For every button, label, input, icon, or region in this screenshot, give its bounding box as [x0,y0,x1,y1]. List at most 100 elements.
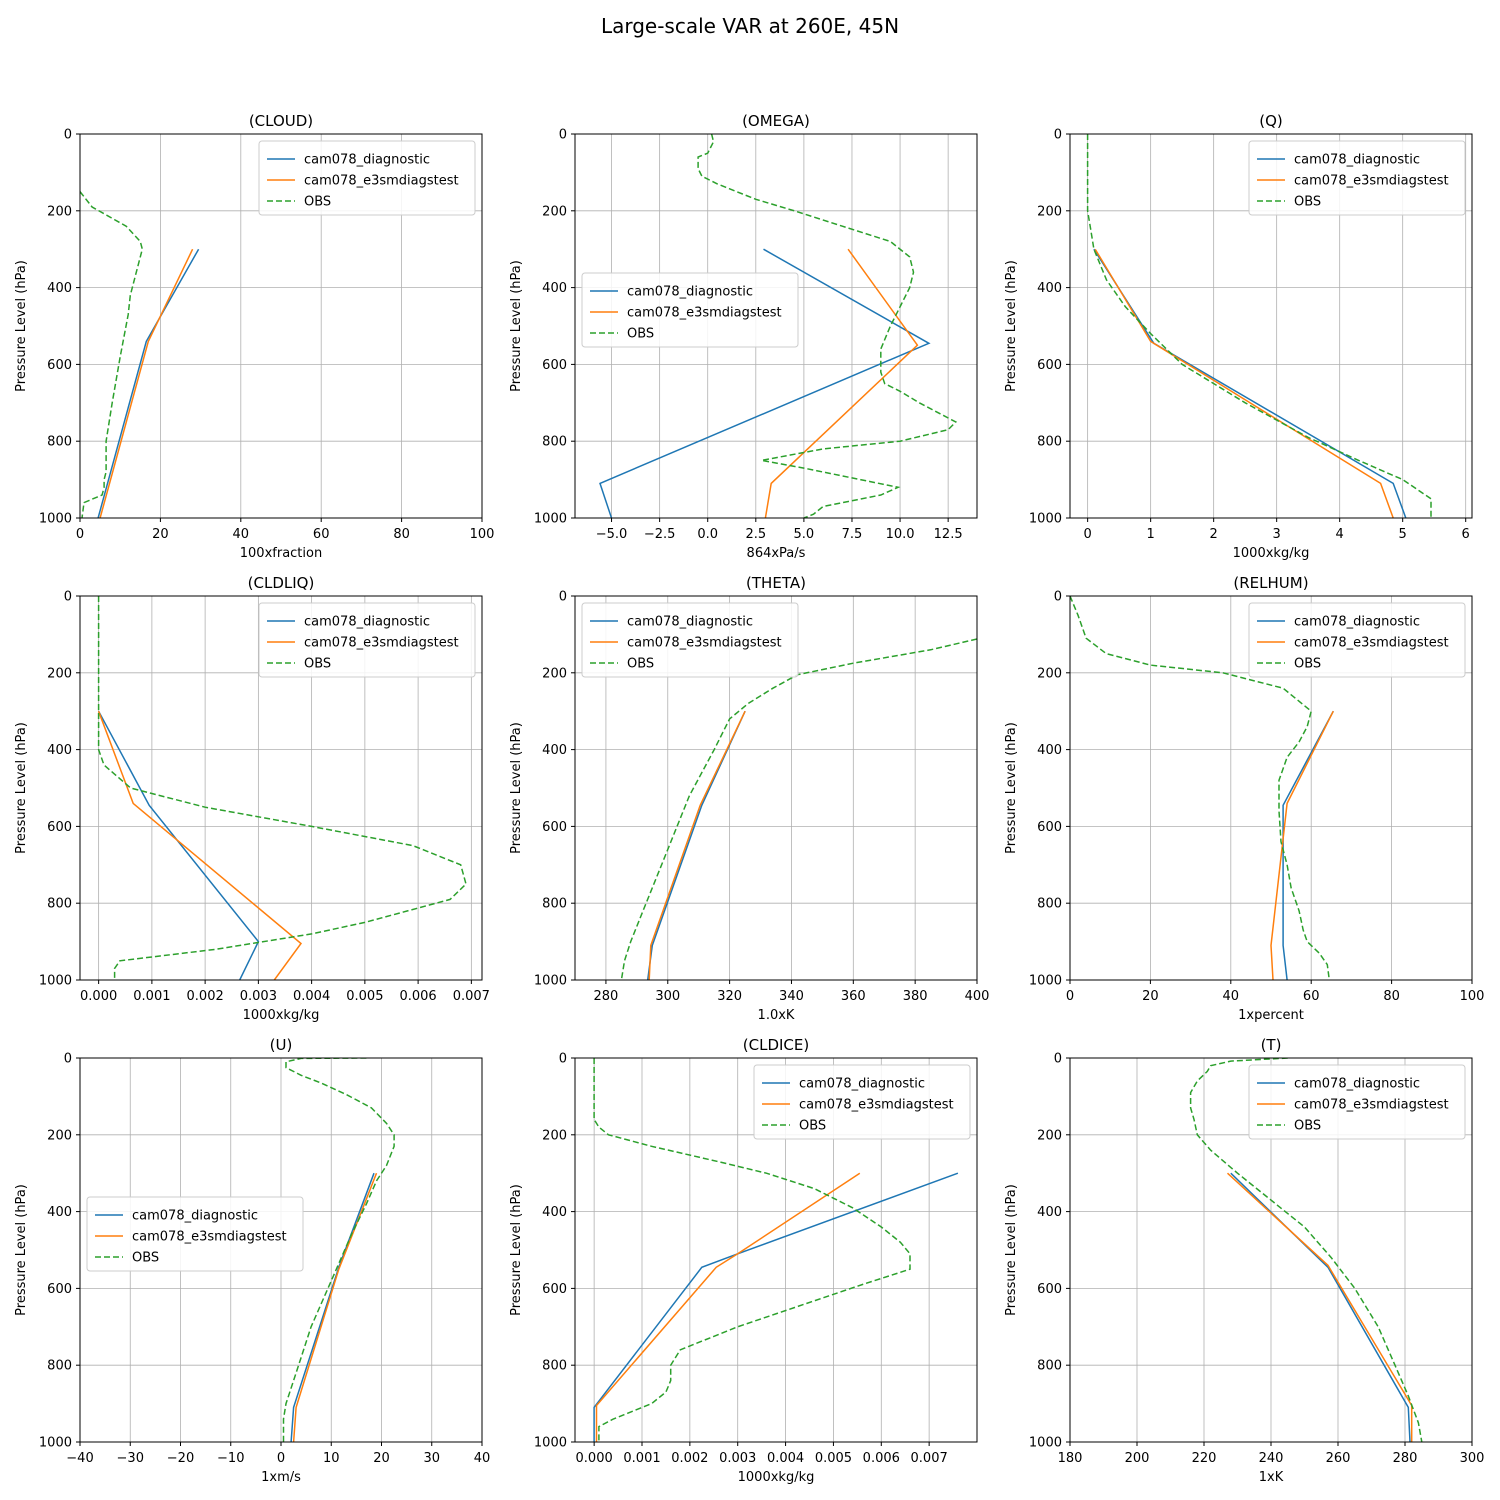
axes-frame [79,595,483,981]
y-tick-label: 400 [542,1205,567,1220]
legend-label: cam078_diagnostic [627,285,753,300]
y-tick-label: 200 [47,1128,72,1143]
panel-cldice: 0.000 0.001 0.002 0.003 0.004 0.005 0.006 0.007… [509,1036,978,1485]
y-tick-label: 800 [542,1359,567,1374]
y-tick-label: 0 [559,1052,567,1067]
x-tick-label: 12.5 [934,527,963,542]
panel-title: (U) [270,1036,293,1054]
series-line-cam078_e3smdiagstest [97,710,303,980]
panel-q: 0 1 2 3 4 5 6 0 200 400 600 800 1000 (Q) 1000xkg/kg Pre… [1004,112,1473,561]
series-line-cam078_diagnostic [1093,248,1407,518]
x-axis-label: 1xm/s [261,1470,301,1485]
x-tick-label: 380 [903,989,928,1004]
x-tick-label: 100 [1460,989,1485,1004]
legend-label: OBS [627,657,654,672]
y-tick-label: 0 [559,590,567,605]
legend-label: cam078_e3smdiagstest [1294,636,1449,651]
x-tick-label: 5 [1399,527,1407,542]
x-tick-label: 0.000 [576,1451,613,1466]
x-tick-label: 0.003 [719,1451,756,1466]
x-tick-label: −40 [66,1451,93,1466]
axes-frame [1069,133,1473,519]
y-tick-label: 1000 [1029,1436,1062,1451]
x-tick-label: 80 [1383,989,1400,1004]
series-line-obs [1086,134,1432,518]
legend-label: cam078_e3smdiagstest [1294,174,1449,189]
x-tick-label: 60 [313,527,330,542]
x-tick-label: 0.000 [80,989,117,1004]
y-tick-label: 400 [47,743,72,758]
legend-box [1248,602,1466,678]
panel-title: (THETA) [746,574,806,592]
legend: cam078_diagnostic cam078_e3smdiagstest OBS [1248,602,1466,678]
y-axis-label: Pressure Level (hPa) [1004,722,1019,854]
x-tick-label: 260 [1326,1451,1351,1466]
axes-frame [1069,595,1473,981]
x-tick-label: 1 [1147,527,1155,542]
panel-theta: 280 300 320 340 360 380 400 0 200 400 600 800 1000 (T… [509,574,989,1023]
y-axis-label: Pressure Level (hPa) [14,722,29,854]
x-tick-label: 200 [1125,1451,1150,1466]
series-line-cam078_e3smdiagstest [595,1172,861,1442]
panel-omega: −5.0 −2.5 0.0 2.5 5.0 7.5 10.0 12.5 0 200 400 600 80… [509,112,978,561]
y-axis-label: Pressure Level (hPa) [509,260,524,392]
x-tick-label: 0.007 [453,989,490,1004]
axes-frame [574,595,978,981]
legend-label: cam078_diagnostic [304,615,430,630]
x-tick-label: 180 [1058,1451,1083,1466]
x-tick-label: 0.002 [187,989,224,1004]
x-axis-label: 1000xkg/kg [1233,546,1310,561]
legend-label: OBS [799,1119,826,1134]
x-tick-label: 300 [1460,1451,1485,1466]
legend-label: cam078_e3smdiagstest [304,636,459,651]
legend: cam078_diagnostic cam078_e3smdiagstest OBS [753,1064,971,1140]
panel-u: −40 −30 −20 −10 0 10 20 30 4002004006008001000(U… [14,1036,490,1485]
legend-box [1248,1064,1466,1140]
x-tick-label: 4 [1336,527,1344,542]
y-tick-label: 200 [1037,1128,1062,1143]
panel-title: (CLDLIQ) [248,574,315,592]
legend-label: cam078_e3smdiagstest [799,1098,954,1113]
y-tick-label: 800 [542,435,567,450]
x-tick-label: 80 [393,527,410,542]
legend-label: cam078_diagnostic [627,615,753,630]
x-tick-label: −5.0 [596,527,628,542]
y-tick-label: 200 [1037,204,1062,219]
legend: cam078_diagnostic cam078_e3smdiagstest OBS [581,602,799,678]
y-tick-label: 400 [1037,281,1062,296]
panel-relhum: 0 20 40 60 80 10002004006008001000(RELHUM)1xp… [1004,574,1484,1023]
y-tick-label: 400 [1037,743,1062,758]
series-line-cam078_e3smdiagstest [648,710,746,980]
y-tick-label: 400 [542,743,567,758]
y-tick-label: 1000 [534,512,567,527]
y-tick-label: 800 [1037,1359,1062,1374]
y-tick-label: 1000 [39,1436,72,1451]
y-tick-label: 1000 [39,512,72,527]
y-tick-label: 0 [559,128,567,143]
series-line-obs [593,1058,911,1442]
y-tick-label: 600 [542,1282,567,1297]
x-tick-label: 0.0 [697,527,718,542]
y-tick-label: 600 [1037,820,1062,835]
y-tick-label: 800 [1037,435,1062,450]
y-tick-label: 200 [1037,666,1062,681]
series-line-obs [80,191,144,518]
legend-label: OBS [627,327,654,342]
y-tick-label: 600 [47,358,72,373]
x-tick-label: 7.5 [842,527,863,542]
legend-label: cam078_e3smdiagstest [304,174,459,189]
series-line-cam078_e3smdiagstest [1094,248,1394,518]
legend-label: cam078_diagnostic [1294,615,1420,630]
y-tick-label: 0 [1054,590,1062,605]
y-tick-label: 0 [1054,128,1062,143]
panel-title: (CLDICE) [743,1036,809,1054]
legend-label: OBS [304,195,331,210]
legend-label: cam078_e3smdiagstest [627,306,782,321]
x-tick-label: 0.006 [399,989,436,1004]
x-tick-label: 0.003 [240,989,277,1004]
legend-label: cam078_e3smdiagstest [132,1230,287,1245]
legend-label: cam078_diagnostic [132,1209,258,1224]
y-tick-label: 200 [542,204,567,219]
x-tick-label: 3 [1273,527,1281,542]
legend-box [1248,140,1466,216]
